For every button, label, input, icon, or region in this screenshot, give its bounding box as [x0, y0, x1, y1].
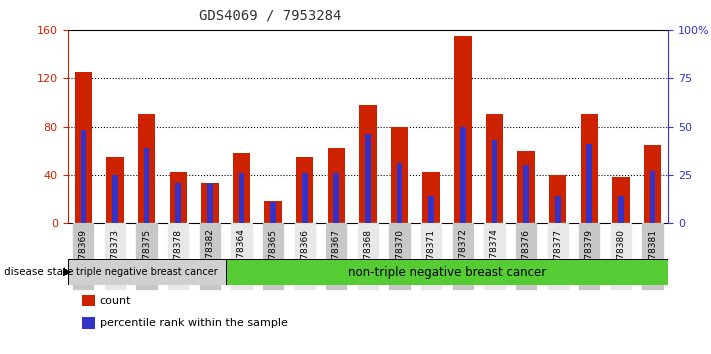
- Bar: [618, 196, 624, 223]
- Bar: [302, 173, 308, 223]
- Text: disease state: disease state: [4, 267, 73, 277]
- Text: GDS4069 / 7953284: GDS4069 / 7953284: [199, 8, 341, 22]
- Bar: [359, 105, 377, 223]
- Text: ▶: ▶: [63, 267, 71, 277]
- Bar: [68, 259, 225, 285]
- Text: count: count: [100, 296, 131, 306]
- Bar: [144, 148, 149, 223]
- Bar: [518, 151, 535, 223]
- Bar: [328, 148, 345, 223]
- Bar: [555, 196, 560, 223]
- Bar: [239, 173, 245, 223]
- Bar: [232, 153, 250, 223]
- Bar: [549, 175, 567, 223]
- Bar: [176, 183, 181, 223]
- Bar: [169, 172, 187, 223]
- Bar: [264, 201, 282, 223]
- Bar: [422, 172, 440, 223]
- Bar: [391, 126, 408, 223]
- Bar: [365, 134, 371, 223]
- Bar: [296, 157, 314, 223]
- Bar: [581, 114, 598, 223]
- Text: non-triple negative breast cancer: non-triple negative breast cancer: [348, 266, 546, 279]
- Bar: [106, 157, 124, 223]
- Bar: [225, 259, 668, 285]
- Bar: [650, 171, 656, 223]
- Bar: [333, 173, 339, 223]
- Bar: [138, 114, 155, 223]
- Bar: [460, 126, 466, 223]
- Bar: [207, 183, 213, 223]
- Bar: [612, 177, 630, 223]
- Bar: [486, 114, 503, 223]
- Bar: [270, 202, 276, 223]
- Bar: [201, 183, 218, 223]
- Text: percentile rank within the sample: percentile rank within the sample: [100, 318, 287, 328]
- Bar: [428, 196, 434, 223]
- Bar: [523, 165, 529, 223]
- Bar: [454, 36, 471, 223]
- Bar: [491, 140, 497, 223]
- Bar: [80, 130, 86, 223]
- Bar: [397, 163, 402, 223]
- Text: triple negative breast cancer: triple negative breast cancer: [76, 267, 218, 277]
- Bar: [112, 175, 118, 223]
- Bar: [644, 145, 661, 223]
- Bar: [75, 72, 92, 223]
- Bar: [587, 144, 592, 223]
